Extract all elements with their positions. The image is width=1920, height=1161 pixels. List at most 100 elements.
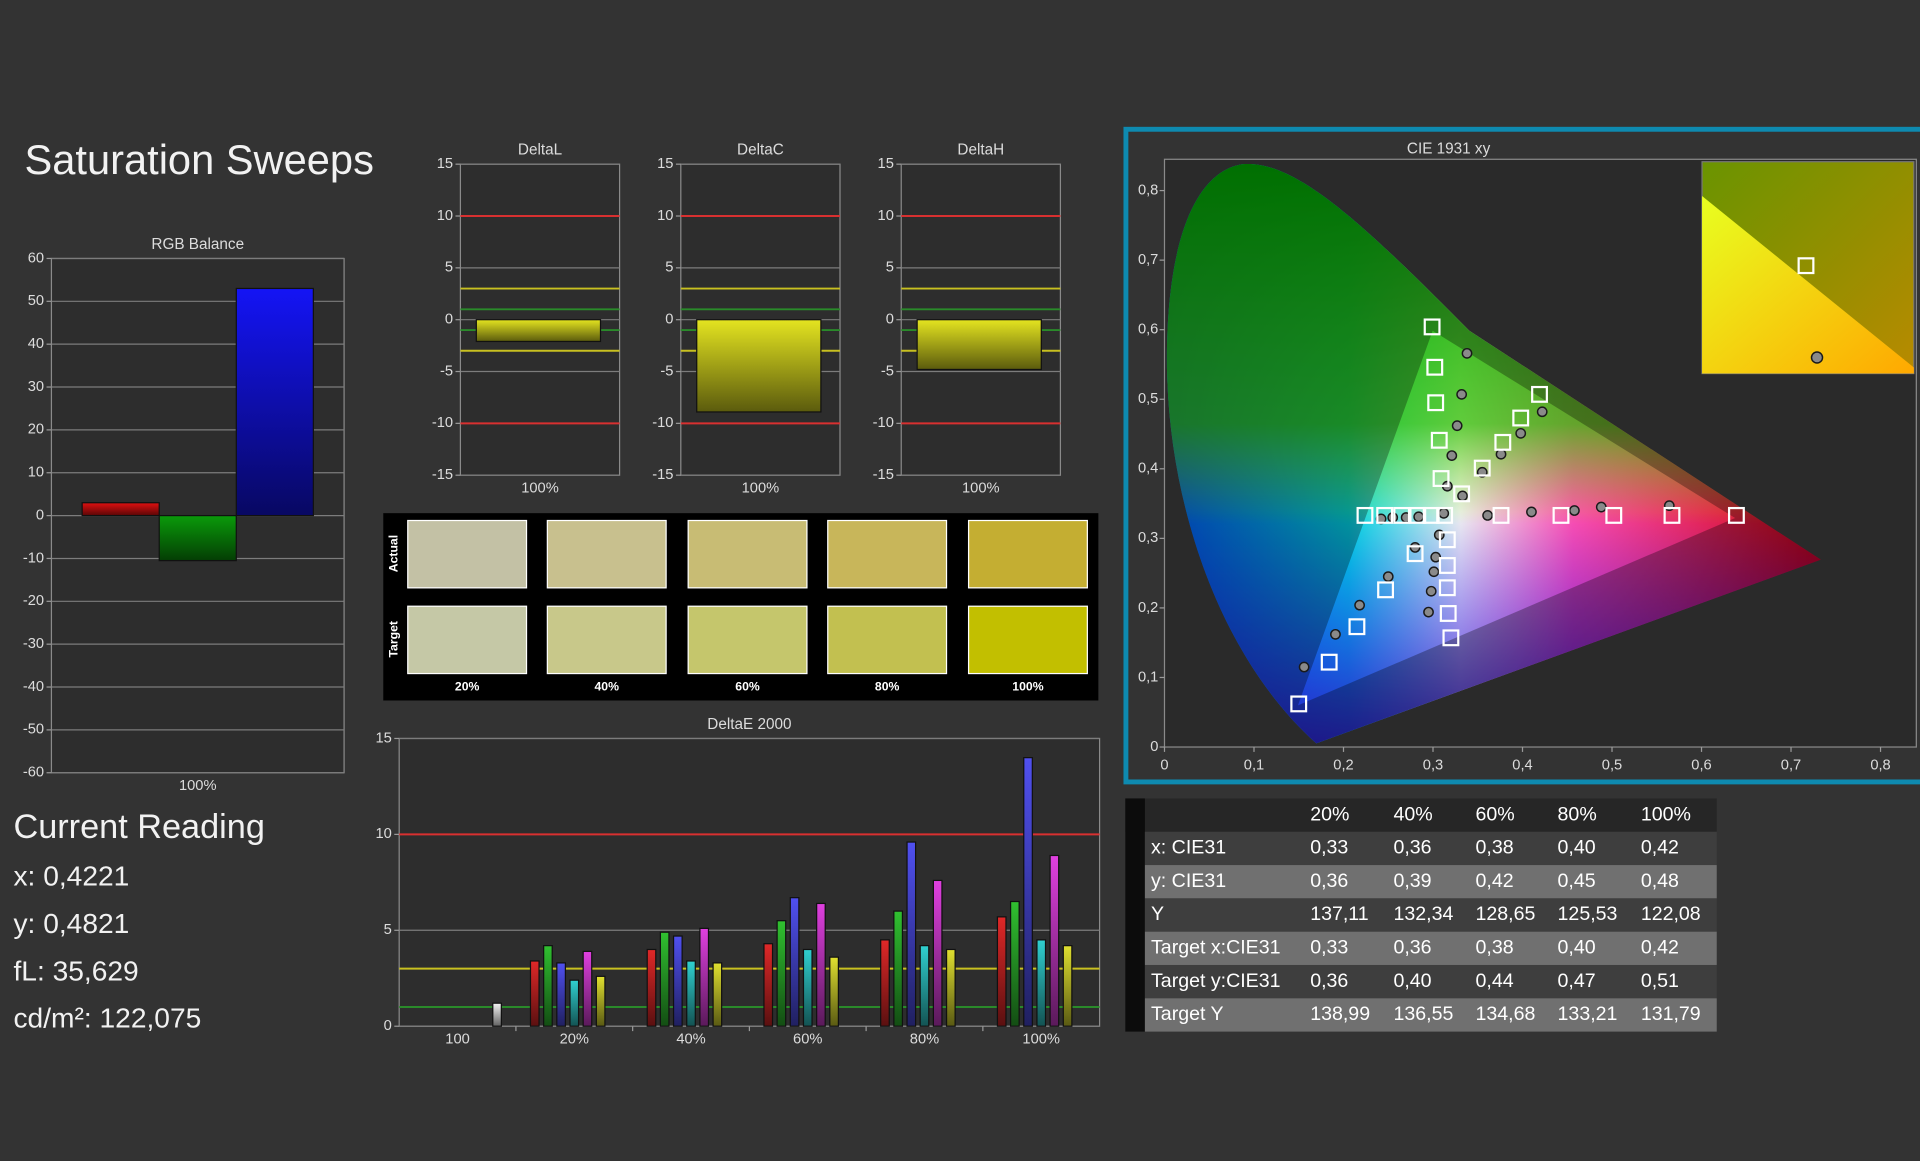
table-column-header: 100% bbox=[1641, 803, 1691, 825]
bar bbox=[699, 927, 710, 1027]
bar bbox=[543, 945, 553, 1027]
bar bbox=[672, 935, 683, 1027]
table-cell: 0,38 bbox=[1476, 937, 1514, 959]
y-tick-label: -20 bbox=[23, 593, 44, 609]
target-point bbox=[1512, 409, 1530, 427]
measured-point bbox=[1298, 661, 1310, 673]
y-tick-label: 0 bbox=[665, 312, 673, 328]
y-tick-label: -10 bbox=[23, 550, 44, 566]
bar bbox=[712, 962, 723, 1027]
table-cell: Target x:CIE31 bbox=[1151, 937, 1281, 959]
table-cell: 0,47 bbox=[1558, 970, 1596, 992]
reading-line: x: 0,4221 bbox=[13, 860, 129, 891]
table-cell: 125,53 bbox=[1558, 903, 1618, 925]
bar bbox=[996, 916, 1007, 1027]
measured-point bbox=[1451, 420, 1463, 432]
y-tick-label: 15 bbox=[375, 730, 391, 746]
swatch bbox=[546, 519, 667, 589]
bar bbox=[696, 319, 822, 413]
bar bbox=[1009, 900, 1020, 1027]
y-tick-label: 0,1 bbox=[1138, 669, 1158, 685]
y-tick-label: 5 bbox=[445, 260, 453, 276]
y-tick-label: -5 bbox=[881, 363, 894, 379]
y-tick-label: -10 bbox=[652, 415, 673, 431]
swatch bbox=[407, 605, 528, 675]
y-tick-label: 0 bbox=[36, 507, 44, 523]
target-point bbox=[1453, 485, 1471, 503]
y-tick-label: 15 bbox=[437, 156, 453, 172]
bar bbox=[569, 979, 580, 1027]
measured-point bbox=[1382, 571, 1394, 583]
bar bbox=[916, 319, 1042, 371]
swatch-column-label: 40% bbox=[594, 679, 619, 693]
measured-point bbox=[1330, 628, 1341, 640]
target-point bbox=[1426, 358, 1444, 376]
y-tick-label: -15 bbox=[432, 467, 453, 483]
table-row bbox=[1144, 931, 1717, 965]
target-point bbox=[1348, 618, 1366, 636]
table-cell: 0,42 bbox=[1641, 837, 1679, 859]
bar bbox=[582, 950, 593, 1027]
y-tick-label: 0 bbox=[445, 312, 453, 328]
y-tick-label: 40 bbox=[28, 336, 44, 352]
reading-line: y: 0,4821 bbox=[13, 908, 129, 939]
measured-point bbox=[1495, 448, 1507, 460]
table-column-header: 60% bbox=[1476, 803, 1515, 825]
y-tick-label: 10 bbox=[878, 208, 894, 224]
table-cell: Target y:CIE31 bbox=[1151, 970, 1281, 992]
bar bbox=[789, 897, 800, 1027]
x-tick-label: 80% bbox=[910, 1032, 939, 1048]
bar bbox=[686, 960, 696, 1027]
y-tick-label: 0,8 bbox=[1138, 182, 1158, 198]
table-cell: 138,99 bbox=[1310, 1003, 1370, 1025]
bar bbox=[81, 502, 160, 517]
swatch-column-label: 80% bbox=[875, 679, 900, 693]
bar bbox=[945, 948, 956, 1027]
bar bbox=[802, 948, 813, 1027]
y-tick-label: 10 bbox=[375, 826, 391, 842]
measured-point bbox=[1595, 501, 1607, 513]
swatch bbox=[967, 605, 1088, 675]
table-cell: 0,33 bbox=[1310, 937, 1348, 959]
table-row bbox=[1144, 831, 1717, 866]
measured-point bbox=[1354, 599, 1365, 611]
measured-point bbox=[1515, 427, 1527, 439]
plot-area bbox=[398, 737, 1101, 1027]
y-tick-label: 0 bbox=[384, 1018, 392, 1034]
table-cell: 0,40 bbox=[1558, 837, 1596, 859]
swatch bbox=[546, 605, 667, 675]
table-cell: 0,45 bbox=[1558, 870, 1596, 892]
measured-point bbox=[1413, 511, 1425, 523]
swatch bbox=[687, 519, 808, 589]
y-tick-label: 60 bbox=[28, 250, 44, 266]
bar bbox=[776, 920, 787, 1027]
y-tick-label: 0 bbox=[886, 312, 894, 328]
x-tick-label: 0,1 bbox=[1244, 757, 1264, 773]
y-tick-label: -15 bbox=[652, 467, 673, 483]
y-tick-label: -30 bbox=[23, 636, 44, 652]
chart-title: DeltaL bbox=[518, 142, 562, 159]
table-row bbox=[1144, 998, 1717, 1032]
x-tick-label: 100% bbox=[962, 481, 1000, 497]
target-point bbox=[1663, 506, 1681, 524]
target-point bbox=[1492, 506, 1510, 524]
measured-point bbox=[1569, 505, 1580, 516]
bar bbox=[763, 943, 774, 1027]
swatch bbox=[827, 605, 948, 675]
chart-title: RGB Balance bbox=[151, 236, 244, 253]
x-tick-label: 0 bbox=[1160, 757, 1168, 773]
table-cell: 131,79 bbox=[1641, 1003, 1701, 1025]
bar bbox=[235, 287, 314, 517]
y-tick-label: 0,5 bbox=[1138, 391, 1158, 407]
reading-title: Current Reading bbox=[13, 808, 264, 846]
measured-point bbox=[1461, 347, 1473, 359]
target-point bbox=[1422, 506, 1440, 524]
y-tick-label: -50 bbox=[23, 722, 44, 738]
x-tick-label: 100% bbox=[742, 481, 780, 497]
swatch-row-label: Target bbox=[387, 621, 401, 657]
x-tick-label: 100% bbox=[1022, 1032, 1060, 1048]
table-row bbox=[1144, 865, 1717, 899]
bar bbox=[659, 931, 670, 1027]
selection-frame bbox=[1123, 126, 1920, 785]
